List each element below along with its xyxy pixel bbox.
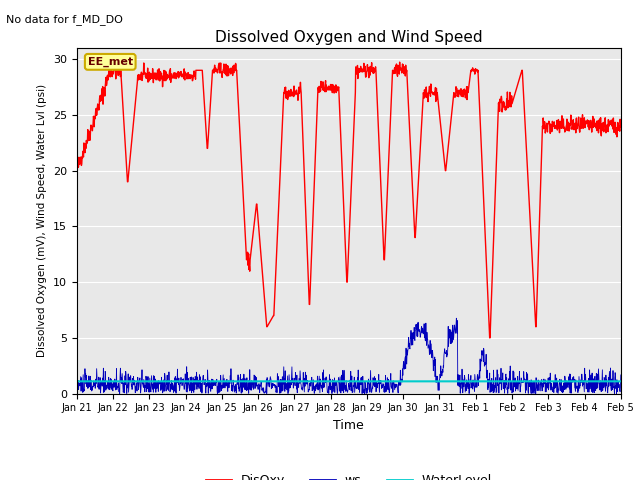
WaterLevel [610, 378, 618, 384]
DisOxy [617, 124, 625, 130]
WaterLevel [324, 378, 332, 384]
ws [358, 391, 366, 396]
Line: DisOxy: DisOxy [77, 60, 621, 338]
WaterLevel [477, 378, 484, 384]
DisOxy [73, 166, 81, 171]
DisOxy [335, 84, 342, 90]
DisOxy [486, 335, 493, 341]
Title: Dissolved Oxygen and Wind Speed: Dissolved Oxygen and Wind Speed [215, 30, 483, 46]
ws [617, 372, 625, 378]
Legend: DisOxy, ws, WaterLevel: DisOxy, ws, WaterLevel [201, 469, 497, 480]
ws [158, 386, 166, 392]
Text: No data for f_MD_DO: No data for f_MD_DO [6, 14, 124, 25]
DisOxy [113, 57, 121, 62]
DisOxy [611, 122, 618, 128]
DisOxy [158, 73, 166, 79]
WaterLevel [557, 378, 564, 384]
Line: ws: ws [77, 318, 621, 394]
X-axis label: Time: Time [333, 419, 364, 432]
WaterLevel [617, 378, 625, 384]
WaterLevel [73, 378, 81, 384]
ws [73, 373, 81, 379]
ws [324, 390, 332, 396]
DisOxy [477, 140, 485, 146]
ws [611, 391, 618, 396]
WaterLevel [158, 378, 166, 384]
WaterLevel [335, 378, 342, 384]
ws [477, 358, 485, 364]
ws [452, 315, 460, 321]
DisOxy [324, 87, 332, 93]
DisOxy [557, 125, 565, 131]
Y-axis label: Dissolved Oxygen (mV), Wind Speed, Water Lvl (psi): Dissolved Oxygen (mV), Wind Speed, Water… [37, 84, 47, 358]
ws [335, 377, 342, 383]
Text: EE_met: EE_met [88, 57, 133, 67]
ws [557, 377, 565, 383]
